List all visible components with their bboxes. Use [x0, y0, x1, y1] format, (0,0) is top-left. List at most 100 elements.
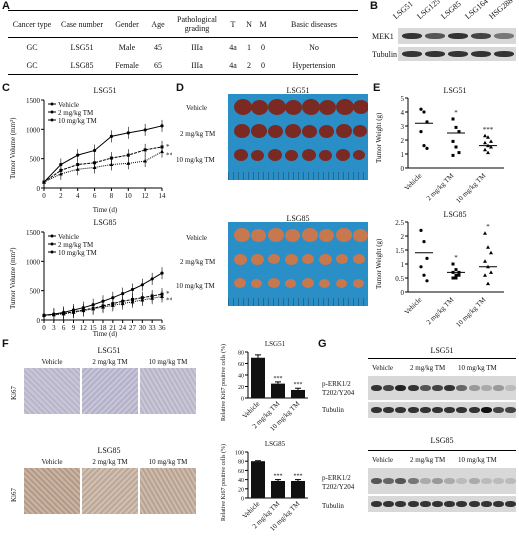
data-point — [422, 240, 426, 244]
x-tick-label: 21 — [109, 324, 117, 332]
x-tick-label: 14 — [159, 192, 167, 200]
data-point — [425, 146, 429, 150]
legend-marker — [50, 250, 54, 254]
blot-band — [505, 478, 517, 484]
chart-title: LSG51 — [264, 340, 286, 348]
tubulin-blot-lsg51 — [368, 402, 517, 418]
tumor-specimen — [268, 278, 280, 288]
legend-marker — [50, 102, 54, 106]
legend-label: 10 mg/kg TM — [58, 117, 98, 125]
blot-group-label: Vehicle — [372, 456, 393, 464]
blot-band — [419, 501, 431, 507]
blot-group-label: 2 mg/kg TM — [410, 456, 446, 464]
data-point — [425, 120, 429, 124]
data-point — [76, 153, 80, 157]
table-cell: IIIa — [191, 42, 203, 52]
blot-title: LSG85 — [430, 436, 454, 445]
tumor-specimen — [234, 278, 246, 288]
table-cell: 2 — [247, 60, 251, 70]
legend-marker — [50, 110, 54, 114]
y-tick-label: 0 — [241, 497, 244, 503]
data-point — [419, 107, 423, 111]
ihc-row-label: Ki67 — [10, 386, 18, 400]
blot-band — [419, 478, 431, 484]
x-tick-label: 30 — [139, 324, 147, 332]
x-tick-label: 12 — [142, 192, 150, 200]
ihc-image-vehicle — [24, 368, 80, 414]
table-cell: LSG85 — [70, 60, 94, 70]
data-point — [422, 110, 426, 114]
blot-band — [407, 385, 419, 391]
blot-band — [456, 385, 468, 391]
chart-xlabel: Time (d) — [92, 206, 118, 214]
tumor-photo-lsg85 — [228, 222, 368, 306]
x-tick-label: 18 — [100, 324, 108, 332]
y-tick-label: 80 — [238, 351, 244, 357]
data-point — [483, 259, 487, 263]
x-tick-label: 33 — [149, 324, 157, 332]
y-tick-label: 1.5 — [395, 247, 404, 255]
photo-title: LSG85 — [286, 214, 310, 223]
table-cell: GC — [26, 42, 38, 52]
chart-title: LSG85 — [443, 210, 467, 219]
data-point — [489, 139, 493, 143]
ihc-title: LSG85 — [97, 446, 121, 455]
data-point — [121, 292, 125, 296]
tumor-specimen — [285, 124, 301, 138]
table-header: Cancer type — [12, 19, 52, 29]
tumor-specimen — [268, 99, 286, 115]
blot-band — [480, 478, 492, 484]
data-point — [71, 310, 76, 314]
perk-blot-lsg85 — [368, 468, 517, 494]
y-tick-label: 20 — [238, 487, 244, 493]
tumor-specimen — [319, 228, 334, 242]
blot-band — [456, 501, 468, 507]
table-cell: Hypertension — [292, 60, 336, 70]
blot-band — [468, 385, 480, 391]
blot-band — [456, 478, 468, 484]
data-point — [140, 283, 144, 287]
tumor-specimen — [285, 253, 298, 265]
data-point — [419, 228, 423, 232]
blot-band — [432, 385, 443, 391]
data-point — [160, 149, 164, 154]
y-tick-label: 60 — [238, 469, 244, 475]
tumor-specimen — [251, 124, 267, 138]
legend-label: 10 mg/kg TM — [58, 249, 98, 257]
blot-band — [383, 501, 395, 507]
blot-group-label: 10 mg/kg TM — [458, 456, 497, 464]
blot-band — [395, 501, 407, 507]
data-point — [454, 276, 458, 280]
blot-band — [456, 407, 468, 413]
data-point — [419, 265, 423, 269]
x-tick-label: 0 — [42, 192, 46, 200]
x-tick-label: 6 — [93, 192, 97, 200]
lane-label: LSG164 — [463, 0, 490, 21]
data-point — [42, 180, 46, 184]
table-cell: Male — [118, 42, 136, 52]
chart-ylabel: Tumor Volume (mm³) — [9, 117, 17, 179]
blot-band — [419, 385, 431, 391]
x-tick-label: 24 — [119, 324, 127, 332]
y-tick-label: 0 — [37, 185, 41, 193]
panel-label-e: E — [373, 82, 381, 94]
tumor-specimen — [319, 253, 332, 265]
data-point — [419, 130, 423, 134]
table-cell: Female — [115, 60, 139, 70]
x-tick-label: 36 — [159, 324, 167, 332]
tumor-specimen — [353, 278, 364, 288]
tumor-specimen — [336, 99, 354, 115]
data-point — [451, 153, 455, 157]
table-header: Basic diseases — [291, 19, 337, 29]
data-point — [58, 171, 63, 176]
blot-band — [395, 385, 407, 391]
data-point — [451, 276, 455, 280]
data-point — [451, 262, 455, 266]
series-line — [43, 151, 163, 183]
y-tick-label: 1 — [401, 261, 405, 269]
bar — [271, 480, 285, 498]
tubulin-blot-strip — [398, 47, 516, 61]
bar — [291, 480, 305, 498]
photo-row-label: Vehicle — [186, 104, 207, 112]
